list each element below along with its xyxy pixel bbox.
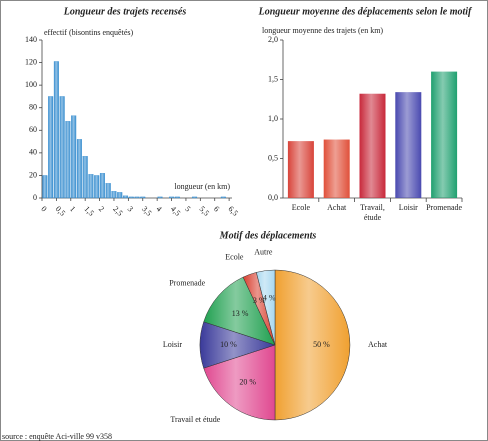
slice-value-label: 13 % bbox=[232, 309, 249, 318]
y-tick-label: 60 bbox=[29, 125, 37, 134]
y-tick-label: 0,0 bbox=[268, 193, 278, 202]
bar bbox=[140, 196, 146, 199]
bar bbox=[82, 156, 88, 199]
bar bbox=[287, 141, 314, 198]
bar bbox=[53, 61, 59, 199]
x-tick-label: 6,5 bbox=[226, 204, 239, 217]
x-tick-label: 3,5 bbox=[140, 204, 153, 217]
bar bbox=[134, 196, 140, 199]
bar bbox=[94, 175, 100, 199]
y-tick-label: 1,0 bbox=[268, 114, 278, 123]
slice-label: Autre bbox=[254, 248, 273, 257]
bar bbox=[431, 71, 458, 198]
slice-value-label: 10 % bbox=[220, 340, 237, 349]
pie-slice bbox=[274, 269, 351, 421]
bar bbox=[157, 196, 163, 199]
slice-label: Ecole bbox=[225, 252, 244, 261]
x-tick-label: 5,5 bbox=[198, 204, 211, 217]
bar bbox=[105, 183, 111, 199]
bar bbox=[395, 92, 422, 198]
bar bbox=[111, 191, 117, 199]
y-tick-label: 100 bbox=[25, 80, 37, 89]
y-tick-label: 20 bbox=[29, 170, 37, 179]
chart-title: Longueur moyenne des déplacements selon … bbox=[258, 6, 473, 17]
slice-label: Loisir bbox=[163, 340, 182, 349]
pie-slice bbox=[203, 344, 276, 421]
x-tick-label: Loisir bbox=[399, 203, 418, 212]
chart-title: Longueur des trajets recensés bbox=[63, 6, 187, 17]
slice-value-label: 4 % bbox=[263, 294, 276, 303]
bar bbox=[174, 196, 180, 199]
bar bbox=[122, 195, 129, 199]
bar bbox=[128, 196, 134, 199]
bar bbox=[192, 196, 198, 199]
x-tick-label: 5 bbox=[183, 204, 192, 213]
slice-label: Achat bbox=[368, 340, 388, 349]
bar bbox=[359, 93, 386, 198]
y-tick-label: 1,5 bbox=[268, 74, 278, 83]
bar bbox=[220, 196, 226, 199]
bar bbox=[323, 139, 350, 198]
bar bbox=[48, 96, 54, 199]
bar bbox=[88, 174, 94, 199]
x-tick-label: 4 bbox=[154, 204, 163, 213]
y-tick-label: 2,0 bbox=[268, 35, 278, 44]
bar bbox=[71, 115, 77, 199]
y-tick-label: 40 bbox=[29, 148, 37, 157]
y-axis-label: effectif (bisontins enquêtés) bbox=[44, 28, 133, 37]
bar bbox=[117, 192, 123, 199]
source: source : enquête Aci-ville 99 v358 bbox=[2, 432, 112, 441]
pie-slice bbox=[203, 276, 276, 346]
x-axis-label: longueur (en km) bbox=[174, 182, 230, 191]
x-tick-label: 6 bbox=[212, 204, 221, 213]
slice-label: Travail et étude bbox=[170, 415, 220, 424]
y-axis-label: longueur moyenne des trajets (en km) bbox=[262, 26, 383, 35]
bar bbox=[169, 196, 175, 199]
x-tick-label: 1,5 bbox=[82, 204, 95, 217]
slice-label: Promenade bbox=[169, 278, 205, 287]
y-tick-label: 0,5 bbox=[268, 153, 278, 162]
y-tick-label: 120 bbox=[25, 57, 37, 66]
x-tick-label: 0,5 bbox=[54, 204, 67, 217]
x-tick-label: Travail, étude bbox=[360, 203, 385, 222]
x-tick-label: 1 bbox=[68, 204, 77, 213]
bar bbox=[42, 175, 48, 199]
bar bbox=[65, 121, 71, 199]
bar bbox=[99, 173, 105, 199]
slice-value-label: 20 % bbox=[239, 377, 256, 386]
x-tick-label: Promenade bbox=[426, 203, 462, 212]
pie-slice bbox=[256, 269, 276, 346]
y-tick-label: 80 bbox=[29, 103, 37, 112]
x-tick-label: 3 bbox=[126, 204, 135, 213]
x-tick-label: Ecole bbox=[292, 203, 311, 212]
y-tick-label: 140 bbox=[25, 35, 37, 44]
bar bbox=[76, 139, 82, 199]
bar bbox=[59, 96, 65, 199]
y-tick-label: 0 bbox=[33, 193, 37, 202]
slice-value-label: 50 % bbox=[313, 340, 330, 349]
slice-value-label: 3 % bbox=[253, 296, 266, 305]
x-tick-label: 2 bbox=[97, 204, 106, 213]
x-tick-label: 0 bbox=[39, 204, 48, 213]
x-tick-label: 4,5 bbox=[169, 204, 182, 217]
x-tick-label: 2,5 bbox=[111, 204, 124, 217]
x-tick-label: Achat bbox=[327, 203, 347, 212]
chart-title: Motif des déplacements bbox=[219, 230, 317, 241]
